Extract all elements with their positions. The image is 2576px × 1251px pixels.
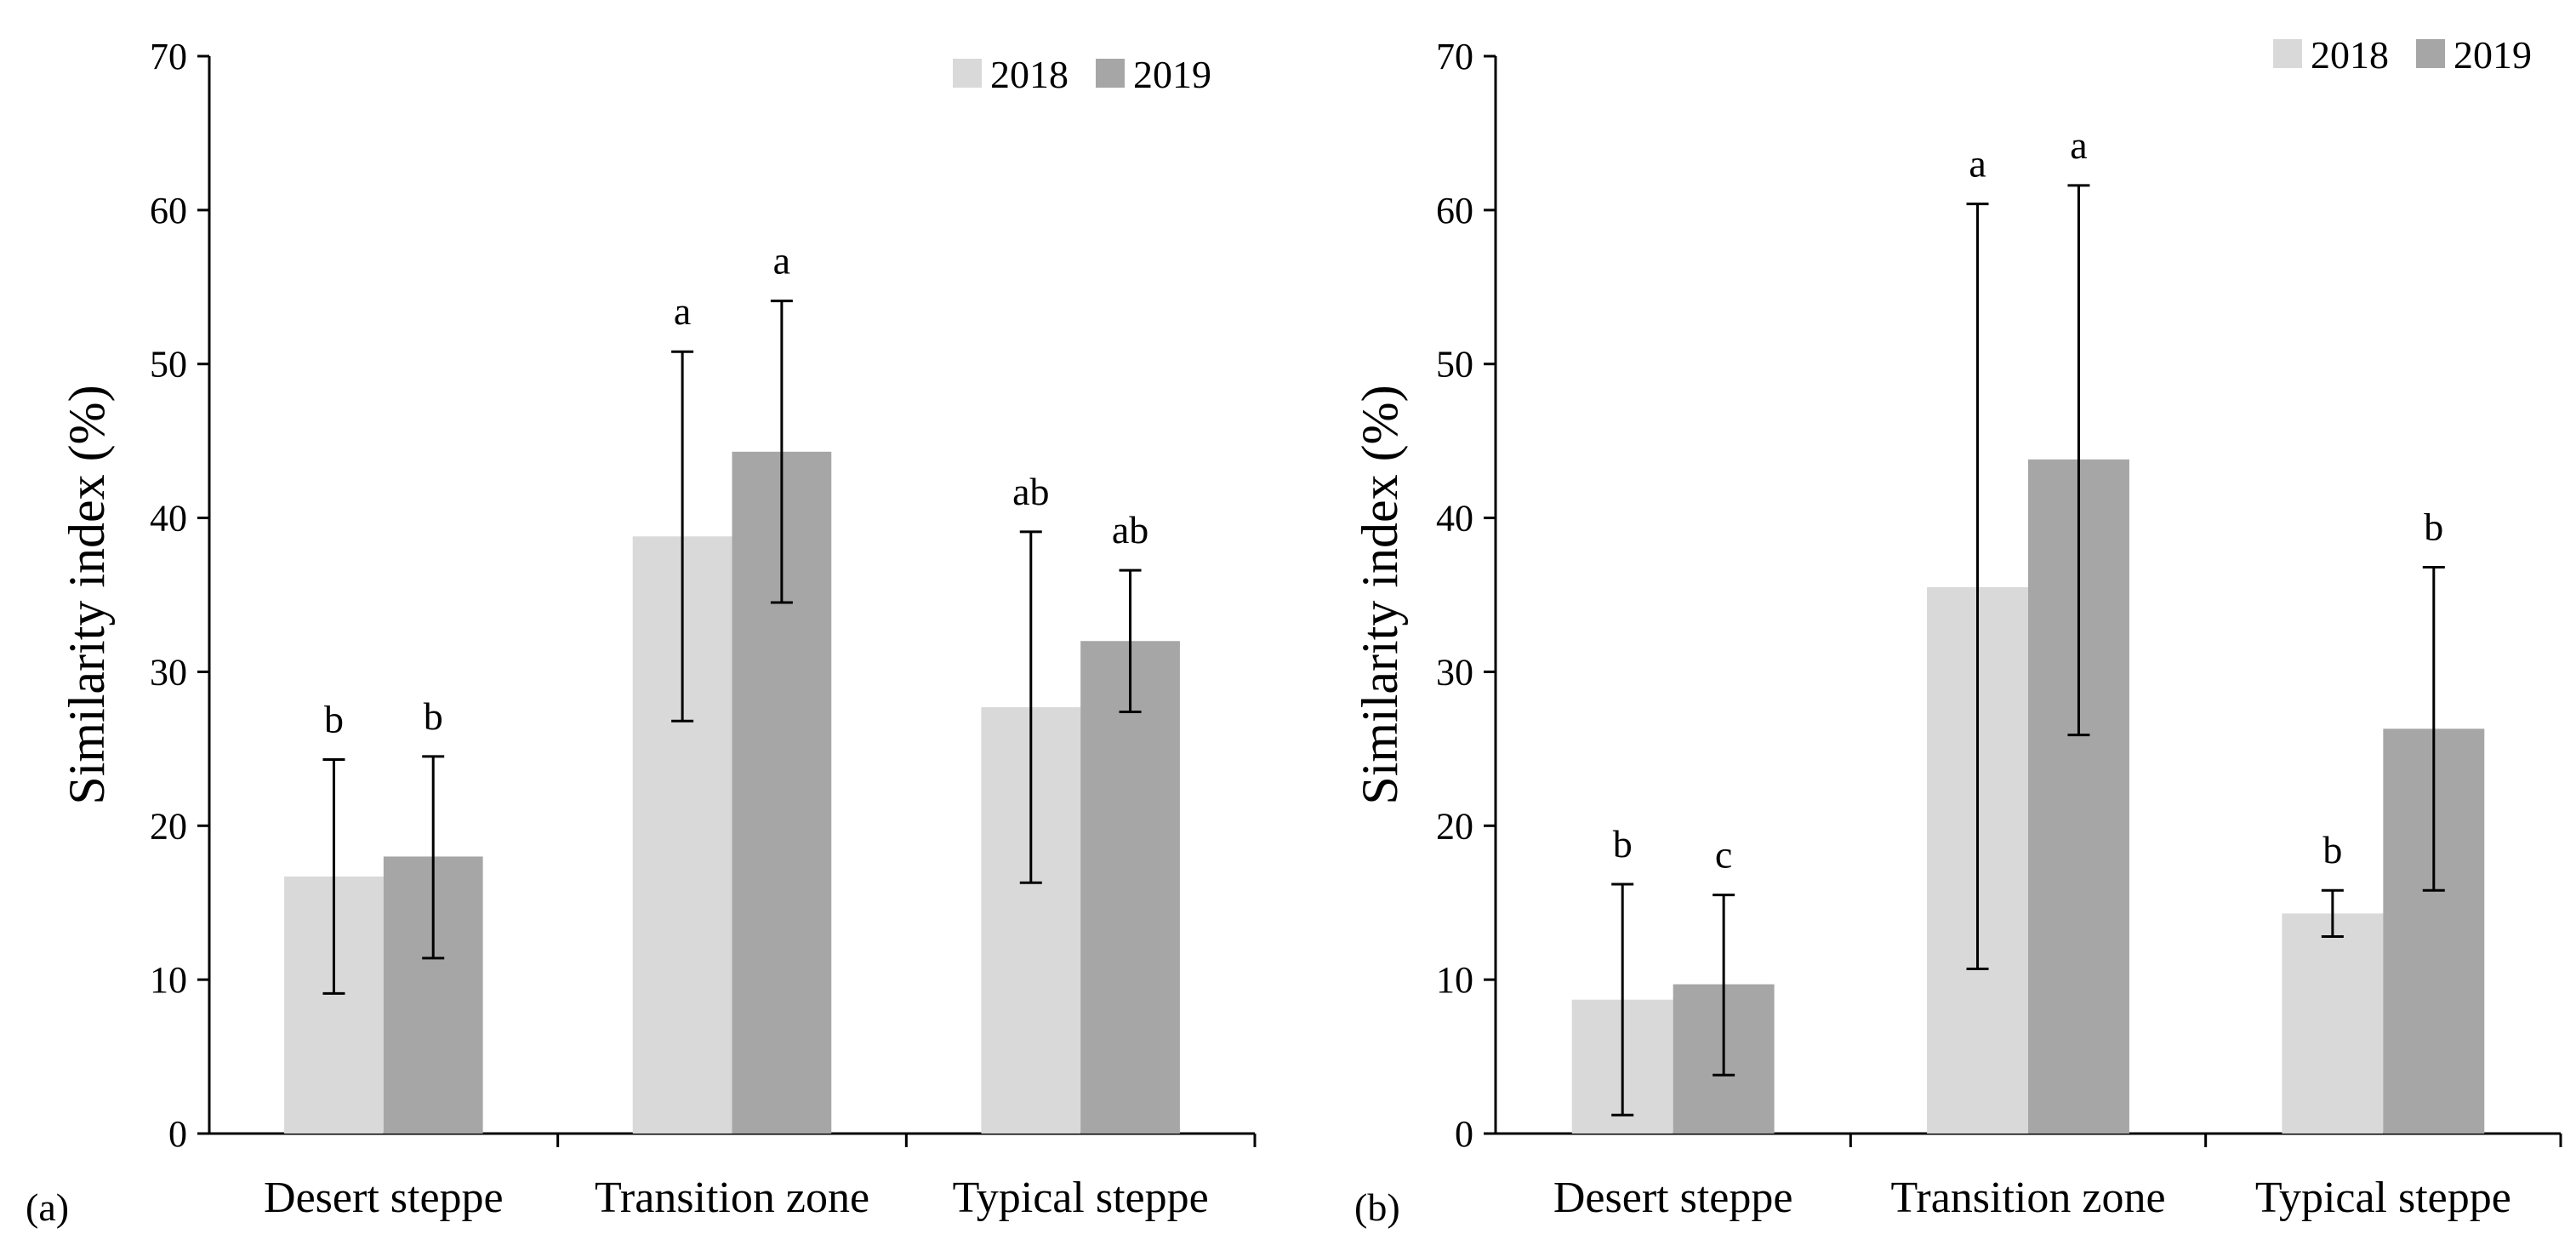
x-category-label: Desert steppe xyxy=(264,1174,504,1222)
significance-letter: b xyxy=(2424,505,2443,548)
legend-swatch-2019 xyxy=(2416,39,2445,68)
significance-letter: b xyxy=(2322,828,2342,871)
significance-letter: b xyxy=(324,698,344,741)
y-tick-label: 10 xyxy=(1436,959,1473,1001)
y-tick-label: 0 xyxy=(1455,1113,1473,1155)
y-tick-label: 50 xyxy=(1436,344,1473,386)
x-category-label: Desert steppe xyxy=(1553,1174,1793,1222)
x-category-label: Transition zone xyxy=(1890,1174,2165,1222)
y-tick-label: 30 xyxy=(150,651,187,693)
significance-letter: b xyxy=(1613,822,1633,865)
y-tick-label: 20 xyxy=(150,805,187,847)
legend-label: 2019 xyxy=(1133,53,1211,96)
y-tick-label: 60 xyxy=(1436,190,1473,231)
significance-letter: c xyxy=(1715,833,1732,877)
legend-label: 2018 xyxy=(990,53,1069,96)
significance-letter: a xyxy=(773,239,790,283)
chart-panel-a: 0 10 20 30 40 50 60 70 b b Desert steppe a a Transiti… xyxy=(26,36,1257,1229)
x-category-label: Typical steppe xyxy=(953,1174,1209,1222)
y-tick-label: 40 xyxy=(1436,498,1473,540)
y-tick-label: 60 xyxy=(150,190,187,231)
y-tick-label: 40 xyxy=(150,498,187,540)
y-tick-label: 70 xyxy=(150,36,187,77)
significance-letter: a xyxy=(2070,123,2087,167)
panel-label: (b) xyxy=(1354,1185,1400,1229)
legend-swatch-2018 xyxy=(2273,39,2302,68)
y-tick-label: 0 xyxy=(168,1113,187,1155)
y-tick-label: 70 xyxy=(1436,36,1473,77)
significance-letter: ab xyxy=(1112,508,1148,551)
x-category-label: Transition zone xyxy=(595,1174,869,1222)
y-tick-label: 50 xyxy=(150,344,187,386)
bar-2018 xyxy=(2282,913,2384,1134)
legend-label: 2018 xyxy=(2311,33,2389,77)
y-axis-label: Similarity index (%) xyxy=(1352,385,1408,804)
significance-letter: b xyxy=(424,694,443,738)
legend-swatch-2019 xyxy=(1096,59,1125,88)
bar-2019 xyxy=(1080,641,1180,1134)
panel-label: (a) xyxy=(26,1185,69,1229)
legend-label: 2019 xyxy=(2453,33,2532,77)
significance-letter: a xyxy=(674,289,691,333)
x-category-label: Typical steppe xyxy=(2255,1174,2511,1222)
y-axis-label: Similarity index (%) xyxy=(59,385,115,804)
chart-panel-b: 0 10 20 30 40 50 60 70 b c Desert steppe a a Transiti… xyxy=(1352,33,2562,1229)
y-tick-label: 30 xyxy=(1436,651,1473,693)
significance-letter: ab xyxy=(1012,470,1049,513)
y-tick-label: 20 xyxy=(1436,805,1473,847)
significance-letter: a xyxy=(1969,142,1986,186)
y-tick-label: 10 xyxy=(150,959,187,1001)
legend-swatch-2018 xyxy=(953,59,982,88)
